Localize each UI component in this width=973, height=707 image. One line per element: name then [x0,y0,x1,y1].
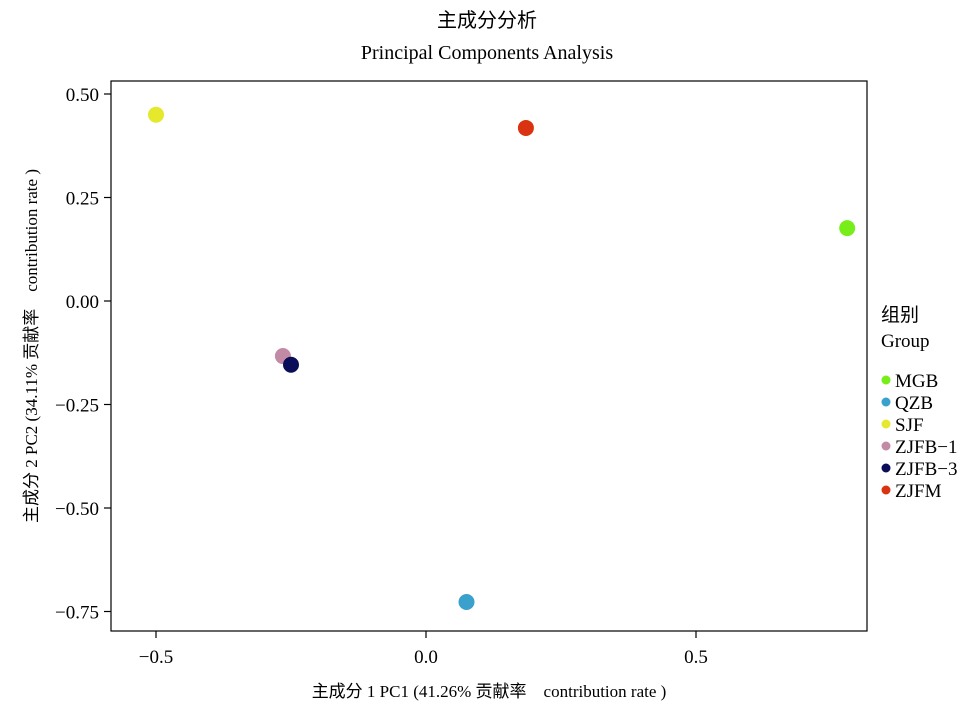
legend-label: QZB [895,393,933,414]
x-tick-label: 0.0 [414,647,438,668]
legend-label: ZJFB−1 [895,437,957,458]
legend-swatch [881,463,891,473]
y-tick-label: 0.25 [66,189,99,210]
x-tick-label: −0.5 [139,647,173,668]
legend-label: ZJFM [895,481,942,502]
x-axis-title: 主成分 1 PC1 (41.26% 贡献率 contribution rate … [312,682,667,701]
chart-title: 主成分分析 [437,9,537,32]
legend-swatch [881,419,891,429]
legend-label: SJF [895,415,924,436]
x-tick-label: 0.5 [684,647,708,668]
legend-swatch [881,441,891,451]
legend-label: MGB [895,371,938,392]
point-zjfb-3 [283,356,299,373]
point-mgb [839,220,856,237]
chart-subtitle: Principal Components Analysis [361,42,613,64]
legend-title-cn: 组别 [881,304,919,326]
legend-label: ZJFB−3 [895,459,957,480]
legend-title-en: Group [881,331,930,352]
point-zjfm [517,119,534,136]
y-tick-label: 0.00 [66,292,99,313]
y-tick-label: −0.25 [55,396,99,417]
legend-swatch [881,397,891,407]
legend-swatch [881,375,891,385]
y-axis-title: 主成分 2 PC2 (34.11% 贡献率 contribution rate … [22,169,41,523]
data-points [148,106,856,610]
plot-area-frame [110,80,868,632]
y-tick-label: −0.50 [55,499,99,520]
y-tick-label: 0.50 [66,85,99,106]
point-qzb [458,593,475,610]
point-sjf [148,106,164,123]
y-axis: 0.50 0.25 0.00 −0.25 −0.50 −0.75 [55,85,111,624]
y-tick-label: −0.75 [55,603,99,624]
legend-swatch [881,485,891,495]
x-axis: −0.5 0.0 0.5 [139,631,708,668]
